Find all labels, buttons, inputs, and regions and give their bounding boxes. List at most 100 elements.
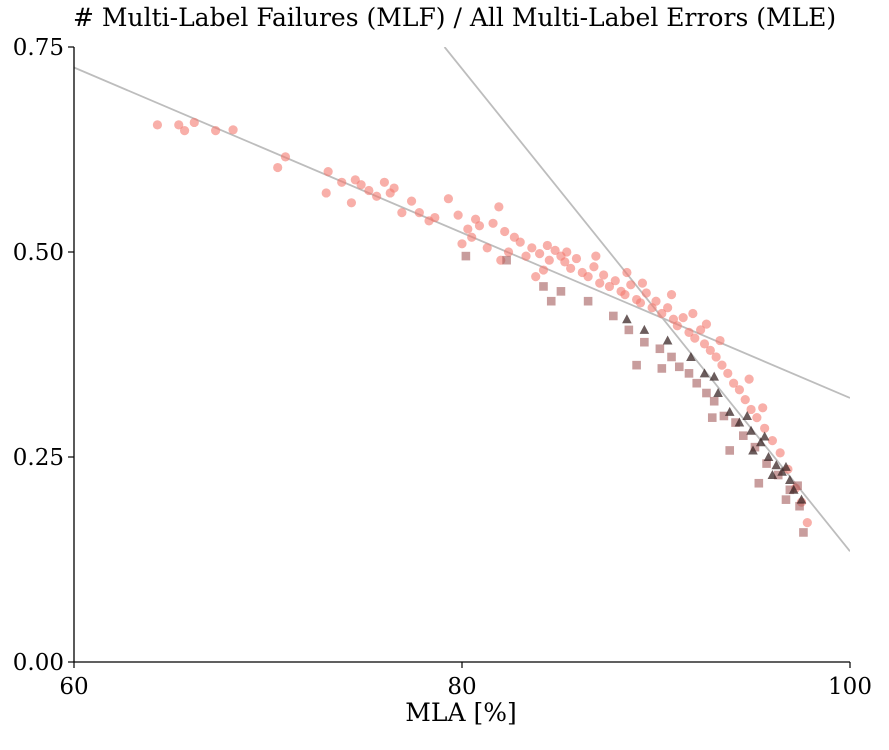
circle-point — [690, 333, 700, 343]
square-point — [707, 413, 717, 422]
square-point — [502, 255, 511, 265]
circle-point — [531, 272, 541, 282]
circle-point — [389, 183, 399, 193]
circle-point — [273, 162, 283, 173]
circle-point — [637, 278, 648, 288]
square-point — [461, 251, 471, 261]
circle-point — [406, 196, 417, 206]
circle-point — [566, 263, 576, 273]
square-point — [719, 411, 729, 421]
square-point — [546, 296, 556, 306]
circle-point — [379, 177, 389, 187]
circle-point — [599, 270, 609, 280]
circle-point — [179, 126, 190, 136]
fit-line-2 — [443, 47, 850, 552]
triangle-point — [788, 484, 799, 494]
x-tick-label: 60 — [59, 674, 88, 700]
square-point — [667, 352, 676, 362]
triangle-point — [639, 324, 650, 334]
circle-point — [589, 262, 599, 272]
circle-point — [595, 278, 605, 288]
circle-point — [560, 257, 570, 267]
circle-point — [544, 255, 554, 265]
circle-point — [453, 210, 463, 220]
circle-point — [705, 345, 715, 355]
triangle-point — [777, 466, 787, 476]
circle-point — [752, 413, 762, 423]
square-point — [731, 418, 740, 427]
circle-point — [641, 288, 651, 298]
circle-point — [651, 296, 661, 306]
square-point — [684, 369, 694, 378]
circle-point — [610, 276, 620, 286]
square-point — [799, 528, 808, 537]
square-point — [750, 442, 760, 452]
circle-point — [775, 448, 785, 458]
square-point — [754, 478, 764, 488]
circle-point — [744, 374, 754, 384]
x-tick-label: 80 — [447, 674, 476, 700]
circle-point — [430, 212, 440, 223]
circle-point — [500, 226, 510, 237]
circle-point — [280, 152, 291, 162]
circle-point — [211, 126, 221, 136]
square-point — [702, 388, 711, 398]
circle-point — [717, 360, 727, 370]
circle-point — [482, 243, 492, 253]
ticks: 60 80 100 0.00 0.25 0.50 0.75 — [13, 35, 872, 700]
triangle-point — [713, 388, 723, 398]
circle-point — [666, 290, 677, 300]
square-point — [583, 296, 593, 306]
square-point — [657, 364, 667, 373]
square-point — [609, 311, 618, 321]
square-point — [795, 501, 804, 511]
circle-point — [802, 518, 812, 528]
square-point — [725, 446, 735, 455]
triangle-point — [767, 470, 778, 480]
circle-point — [734, 385, 745, 395]
circle-point — [635, 298, 646, 308]
square-point — [793, 481, 802, 490]
circle-point — [414, 208, 424, 218]
circle-point — [562, 247, 572, 257]
circle-point — [527, 243, 537, 253]
triangle-point — [771, 460, 782, 470]
circle-point — [152, 120, 163, 130]
circle-point — [397, 208, 407, 218]
circle-point — [729, 378, 739, 388]
square-point — [640, 337, 649, 347]
y-tick-label: 0.25 — [13, 445, 64, 471]
circle-point — [503, 247, 514, 257]
circle-point — [323, 167, 333, 177]
circle-point — [626, 280, 636, 290]
circle-point — [699, 339, 710, 349]
triangle-point — [781, 461, 791, 471]
square-point — [692, 378, 702, 388]
circle-point — [515, 237, 525, 247]
square-point — [632, 360, 641, 370]
circle-point — [346, 198, 357, 208]
triangle-point — [709, 371, 719, 381]
circle-point — [760, 423, 770, 433]
circle-point — [474, 221, 485, 231]
triangle-point — [699, 368, 710, 378]
circle-point — [457, 239, 467, 249]
circle-point — [535, 249, 545, 259]
circle-point — [356, 180, 366, 190]
circle-point — [494, 202, 504, 212]
circle-point — [672, 321, 682, 331]
circle-point — [663, 303, 673, 313]
circle-point — [622, 267, 632, 278]
triangle-point — [746, 425, 756, 435]
circle-point — [701, 319, 712, 329]
circle-point — [364, 185, 374, 196]
square-point — [785, 485, 795, 495]
circle-point — [443, 194, 454, 204]
chart-title: # Multi-Label Failures (MLF) / All Multi… — [73, 3, 837, 32]
triangle-point — [759, 431, 770, 441]
fit-line-1 — [74, 66, 850, 399]
triangle-point — [686, 351, 696, 361]
circle-point — [678, 313, 688, 323]
y-tick-label: 0.75 — [13, 35, 64, 61]
